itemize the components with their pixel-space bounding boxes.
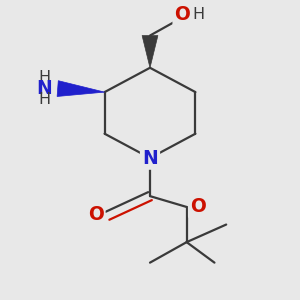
Text: H: H [38,92,51,107]
Polygon shape [57,81,105,97]
Text: O: O [190,197,206,217]
Text: H: H [38,70,51,85]
Text: N: N [37,79,52,98]
Text: H: H [192,7,204,22]
Text: O: O [174,5,190,24]
Polygon shape [142,35,158,68]
Text: O: O [88,205,104,224]
Text: N: N [142,148,158,167]
